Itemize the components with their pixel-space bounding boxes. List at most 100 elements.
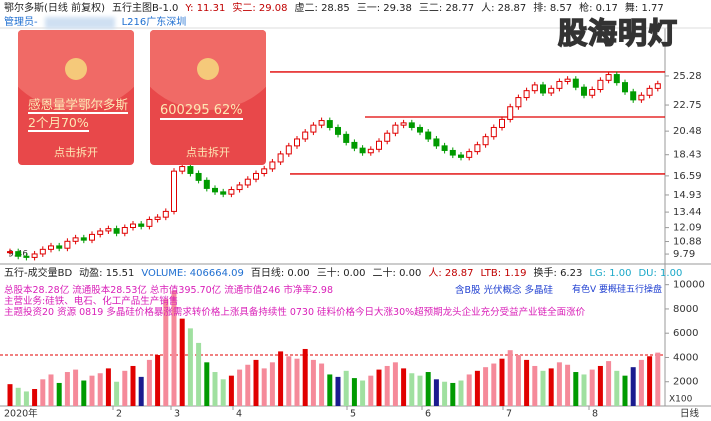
candle: [433, 138, 440, 147]
volume-bar: [196, 342, 202, 406]
x-tick-label: 6: [425, 409, 431, 420]
candle: [523, 90, 530, 99]
volume-bar: [622, 375, 628, 406]
candle: [154, 216, 161, 220]
candle: [490, 126, 497, 138]
volume-bar: [466, 374, 472, 406]
candle: [253, 172, 259, 180]
volume-bar: [515, 355, 521, 406]
candle: [367, 148, 374, 154]
volume-bar: [655, 352, 661, 406]
candle: [376, 140, 382, 150]
candle: [236, 184, 243, 191]
volume-bar: [294, 358, 300, 406]
volume-bar: [351, 378, 357, 406]
open-button[interactable]: 点击拆开: [54, 146, 98, 159]
volume-bar: [138, 376, 144, 406]
volume-bar: [105, 368, 111, 406]
red-envelope[interactable]: 600295 62% 点击拆开: [150, 30, 266, 165]
candle: [105, 228, 112, 232]
volume-header-item: 二十: 0.00: [372, 268, 422, 279]
candle: [48, 245, 54, 250]
volume-bar: [335, 376, 341, 406]
user-label: 管理员-: [4, 17, 38, 28]
volume-bar: [360, 380, 366, 406]
volume-bar: [32, 389, 38, 406]
candle: [203, 179, 210, 189]
header-item: 虚二: 28.85: [294, 3, 350, 14]
candle: [335, 126, 341, 135]
info-line: 主题投资20 资源 0819 多晶硅价格暴涨需求转价格上涨具备持续性 0730 …: [4, 307, 586, 318]
x-tick-label: 2020年: [4, 408, 38, 420]
volume-bar: [237, 369, 243, 406]
candle: [474, 144, 481, 153]
y-tick-label: 22.75: [673, 100, 702, 111]
volume-bar: [23, 391, 29, 406]
volume-header-item: 三十: 0.00: [316, 268, 366, 279]
candle: [507, 106, 514, 120]
candle: [162, 210, 169, 218]
volume-bar: [524, 359, 530, 406]
candle: [384, 132, 391, 142]
header-item: 舞: 1.77: [624, 3, 664, 14]
candle: [31, 253, 38, 258]
volume-bar: [491, 363, 497, 406]
volume-bar: [204, 362, 210, 406]
volume-bar: [392, 362, 398, 406]
candle: [187, 166, 194, 174]
candle: [302, 131, 309, 140]
candle: [392, 124, 399, 134]
candle: [39, 248, 46, 255]
candle: [89, 233, 95, 241]
candle: [80, 237, 87, 241]
info-line: 主营业务:硅铁、电石、化工产品生产销售: [4, 296, 179, 307]
candle: [408, 122, 415, 128]
y-tick-label: 20.48: [673, 126, 702, 137]
candle: [130, 223, 136, 229]
x-tick-label: 4: [236, 409, 242, 420]
volume-bar: [89, 375, 95, 406]
candle: [466, 151, 473, 158]
candle: [285, 145, 292, 155]
volume-bar: [433, 379, 439, 406]
watermark: 股海明灯: [557, 15, 679, 51]
red-envelope[interactable]: 感恩量学鄂尔多斯2个月70% 点击拆开: [18, 30, 134, 165]
volume-bar: [647, 356, 653, 406]
volume-bar: [220, 379, 226, 406]
candle: [400, 122, 407, 126]
volume-bar: [212, 372, 218, 406]
envelope-message: 感恩量学鄂尔多斯2个月70%: [28, 96, 129, 132]
volume-bar: [97, 373, 103, 406]
volume-bar: [540, 370, 546, 406]
open-button[interactable]: 点击拆开: [186, 146, 230, 159]
candle: [195, 172, 202, 181]
volume-bar: [565, 364, 571, 406]
volume-bar: [261, 368, 267, 406]
envelope-text: 600295 62%: [160, 103, 243, 120]
volume-header-item: 动盈: 15.51: [79, 268, 135, 279]
volume-bar: [606, 361, 612, 406]
volume-header-item: VOLUME: 406664.09: [141, 268, 244, 279]
candle: [564, 78, 571, 82]
concept-tags: 有色V 要概硅五行操盘: [572, 285, 663, 295]
volume-bar: [450, 382, 456, 406]
volume-header-item: LG: 1.00: [589, 268, 632, 279]
info-line: 总股本28.28亿 流通股本28.53亿 总市值395.70亿 流通市值246 …: [4, 285, 333, 296]
candle: [597, 79, 604, 91]
volume-bar: [40, 379, 46, 406]
x-tick-label: 3: [174, 409, 180, 420]
header-item: 枪: 0.17: [579, 3, 618, 14]
volume-bar: [64, 372, 70, 406]
candle: [556, 80, 563, 89]
volume-header-item: 人: 28.87: [428, 268, 474, 279]
envelope-coin: [65, 58, 87, 80]
x-tick-label: 2: [116, 409, 122, 420]
y-tick-label: 10000: [673, 280, 705, 291]
volume-bar: [253, 359, 259, 406]
volume-bar: [589, 369, 595, 406]
volume-bar: [417, 375, 423, 406]
candle: [654, 83, 661, 89]
candle: [56, 245, 63, 249]
volume-bar: [130, 365, 136, 406]
volume-header-item: 百日线: 0.00: [250, 268, 310, 279]
